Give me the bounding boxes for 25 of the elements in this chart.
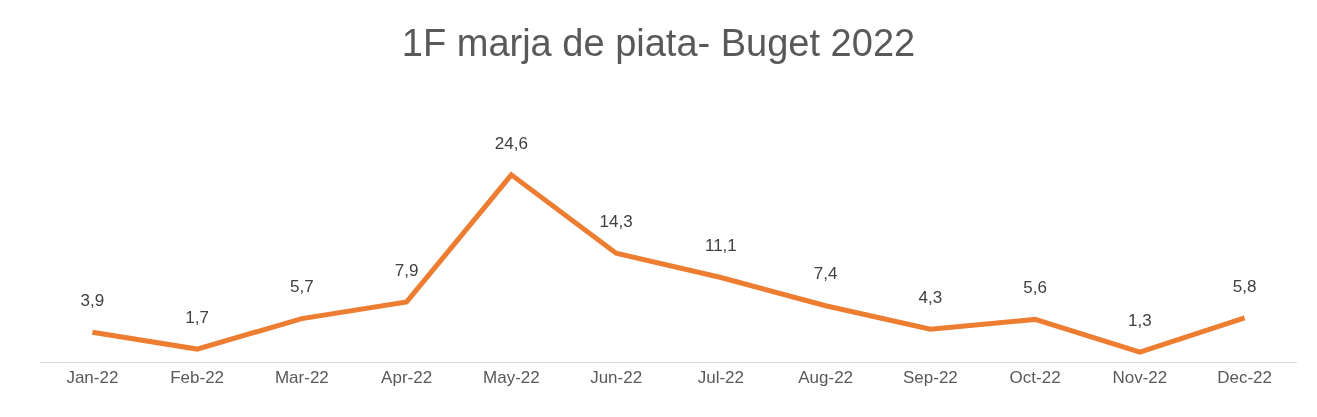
x-tick-label: Aug-22 <box>798 368 854 388</box>
x-tick-label: Apr-22 <box>381 368 433 388</box>
data-label: 1,7 <box>185 307 209 327</box>
x-tick-label: Jul-22 <box>697 368 745 388</box>
x-tick-label: Nov-22 <box>1112 368 1168 388</box>
data-label: 14,3 <box>599 211 633 231</box>
x-tick-label: Feb-22 <box>170 368 225 388</box>
x-tick-label: Jan-22 <box>66 368 119 388</box>
data-label: 11,1 <box>704 236 737 256</box>
x-tick-label: Jun-22 <box>590 368 643 388</box>
data-label: 7,9 <box>394 260 419 280</box>
x-tick-label: Mar-22 <box>274 368 329 388</box>
x-tick-label: Oct-22 <box>1009 368 1061 388</box>
x-tick-label: Dec-22 <box>1217 368 1273 388</box>
data-label: 5,6 <box>1023 278 1047 298</box>
data-label: 3,9 <box>80 290 105 310</box>
x-tick-label: May-22 <box>483 368 540 388</box>
x-tick-label: Sep-22 <box>902 368 958 388</box>
data-label: 24,6 <box>494 133 528 153</box>
data-label: 5,7 <box>290 277 314 297</box>
chart-title: 1F marja de piata- Buget 2022 <box>401 21 916 64</box>
data-label: 5,8 <box>1232 276 1257 296</box>
data-label: 1,3 <box>1128 310 1152 330</box>
data-label: 7,4 <box>813 264 838 284</box>
data-label: 4,3 <box>918 287 943 307</box>
